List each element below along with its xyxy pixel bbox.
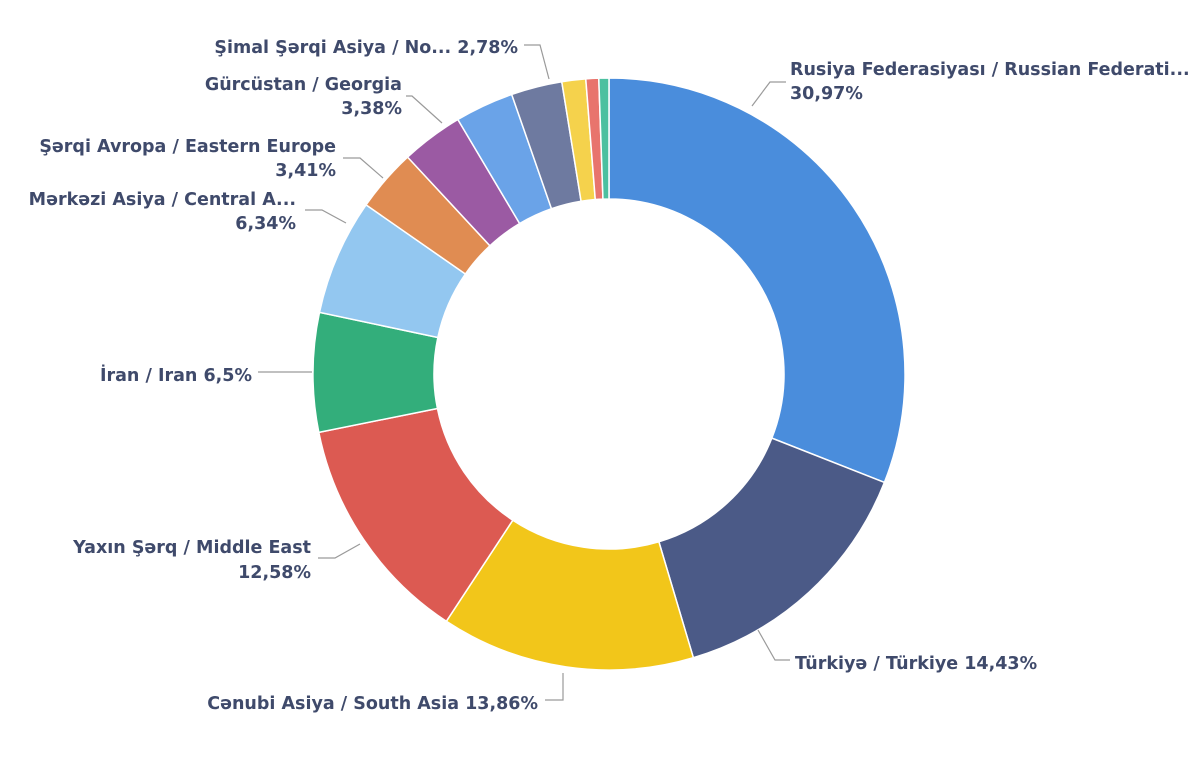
slice-label-iran-iran: İran / Iran 6,5% (100, 364, 252, 386)
leader-line-simal-s-rqi-asiya-no (524, 44, 550, 80)
leader-line-turkiy-turkiye (757, 629, 790, 661)
slice-label-turkiy-turkiye: Türkiyə / Türkiye 14,43% (795, 654, 1037, 674)
slice-value-label-m-rk-zi-asiya-central-a: 6,34% (235, 214, 296, 234)
slice-unlabeled-12 (597, 77, 610, 200)
slice-rusiya-federasiyas-russian-federati (608, 77, 906, 484)
leader-line-m-rk-zi-asiya-central-a (305, 209, 347, 224)
slice-label-s-rqi-avropa-eastern-europe: Şərqi Avropa / Eastern Europe (39, 137, 336, 157)
slice-label-rusiya-federasiyas-russian-federati: Rusiya Federasiyası / Russian Federati..… (790, 60, 1190, 80)
slice-value-label-rusiya-federasiyas-russian-federati: 30,97% (790, 84, 863, 104)
slice-turkiy-turkiye (657, 437, 886, 659)
slice-label-m-rk-zi-asiya-central-a: Mərkəzi Asiya / Central A... (29, 190, 296, 210)
slice-value-label-s-rqi-avropa-eastern-europe: 3,41% (275, 161, 336, 181)
slice-label-c-nubi-asiya-south-asia: Cənubi Asiya / South Asia 13,86% (207, 694, 538, 714)
leader-line-c-nubi-asiya-south-asia (545, 673, 564, 701)
slice-value-label-yax-n-s-rq-middle-east: 12,58% (238, 563, 311, 583)
slices-layer (312, 77, 906, 671)
slice-label-gurcustan-georgia: Gürcüstan / Georgia (205, 75, 402, 95)
leader-line-rusiya-federasiyas-russian-federati (751, 81, 786, 107)
leader-line-gurcustan-georgia (406, 95, 443, 124)
slice-label-simal-s-rqi-asiya-no: Şimal Şərqi Asiya / No... 2,78% (214, 38, 518, 58)
labels-layer: Rusiya Federasiyası / Russian Federati..… (29, 38, 1190, 714)
slice-value-label-gurcustan-georgia: 3,38% (341, 99, 402, 119)
leader-line-yax-n-s-rq-middle-east (318, 543, 361, 559)
leader-line-s-rqi-avropa-eastern-europe (343, 157, 384, 179)
slice-label-yax-n-s-rq-middle-east: Yaxın Şərq / Middle East (72, 538, 311, 558)
leader-lines-layer (258, 44, 790, 701)
